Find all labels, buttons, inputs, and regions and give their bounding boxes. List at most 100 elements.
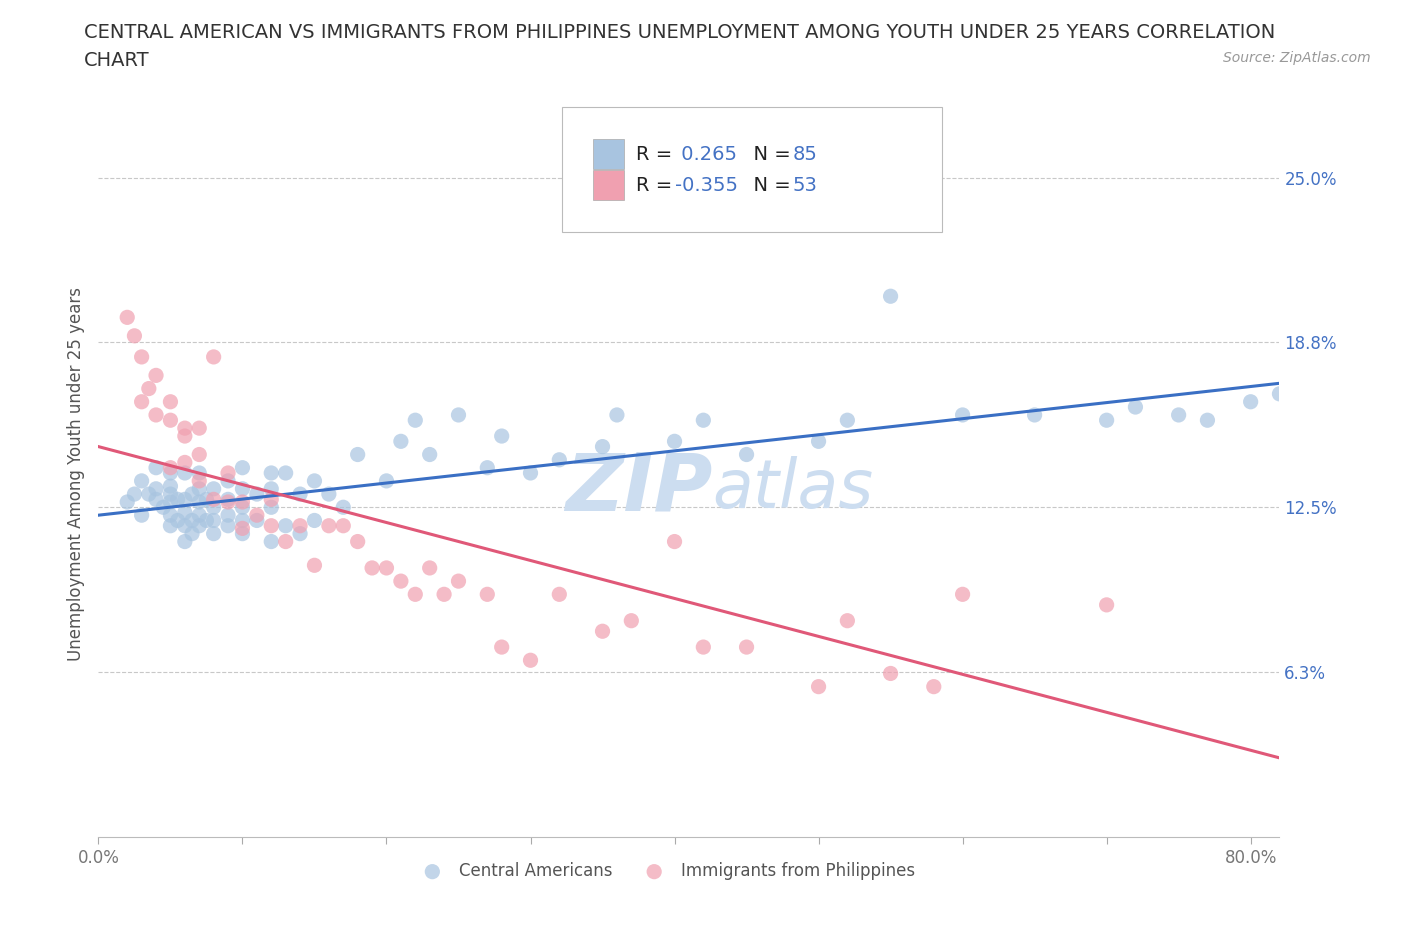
Point <box>131 508 153 523</box>
Point <box>202 350 225 365</box>
Point <box>217 518 239 533</box>
Point <box>548 587 571 602</box>
Point <box>548 452 571 467</box>
Point <box>173 505 195 520</box>
Point <box>879 289 901 304</box>
Point <box>131 473 153 488</box>
Point <box>231 482 253 497</box>
Point <box>419 447 441 462</box>
Point <box>1167 407 1189 422</box>
Point <box>231 499 253 514</box>
Point <box>202 513 225 528</box>
Point <box>1024 407 1046 422</box>
Point <box>260 518 283 533</box>
Text: N =: N = <box>741 176 797 194</box>
Point <box>231 495 253 510</box>
Point <box>361 561 384 576</box>
Text: atlas: atlas <box>713 456 873 522</box>
Point <box>166 492 188 507</box>
Point <box>346 534 368 549</box>
Text: 0.265: 0.265 <box>675 145 737 164</box>
Point <box>202 492 225 507</box>
Point <box>145 407 167 422</box>
Point <box>389 574 412 589</box>
Point <box>304 473 326 488</box>
Text: Source: ZipAtlas.com: Source: ZipAtlas.com <box>1223 51 1371 65</box>
Point <box>138 381 160 396</box>
Point <box>173 429 195 444</box>
Point <box>188 473 211 488</box>
Point <box>447 574 470 589</box>
Point <box>188 495 211 510</box>
Point <box>260 492 283 507</box>
Point <box>246 513 269 528</box>
Point <box>181 513 204 528</box>
Point <box>166 513 188 528</box>
Point <box>124 328 146 343</box>
Point <box>231 513 253 528</box>
Point <box>318 518 340 533</box>
Point <box>231 526 253 541</box>
Point <box>692 640 714 655</box>
Point <box>217 473 239 488</box>
Point <box>173 466 195 481</box>
Point <box>145 368 167 383</box>
Point <box>620 613 643 628</box>
Point <box>389 434 412 449</box>
Point <box>173 518 195 533</box>
Point <box>837 413 859 428</box>
Point <box>159 508 181 523</box>
Point <box>922 679 945 694</box>
Text: R =: R = <box>636 176 678 194</box>
Point <box>592 624 614 639</box>
Text: ZIP: ZIP <box>565 450 713 528</box>
Point <box>173 492 195 507</box>
Point <box>304 513 326 528</box>
Point <box>1095 597 1118 612</box>
Point <box>375 473 398 488</box>
Point <box>131 350 153 365</box>
Point <box>664 434 686 449</box>
Point <box>159 486 181 501</box>
Point <box>202 482 225 497</box>
Point <box>195 513 218 528</box>
Point <box>217 508 239 523</box>
Point <box>592 439 614 454</box>
Point <box>419 561 441 576</box>
Point <box>735 640 758 655</box>
Point <box>318 486 340 501</box>
Point <box>217 492 239 507</box>
Point <box>1095 413 1118 428</box>
Point <box>332 518 354 533</box>
Point <box>202 526 225 541</box>
Point <box>188 420 211 435</box>
Point <box>152 499 174 514</box>
Point <box>260 534 283 549</box>
Point <box>181 526 204 541</box>
Text: -0.355: -0.355 <box>675 176 738 194</box>
Point <box>159 518 181 533</box>
Point <box>404 413 426 428</box>
Point <box>195 492 218 507</box>
Text: CHART: CHART <box>84 51 150 70</box>
Point <box>346 447 368 462</box>
Point <box>188 508 211 523</box>
Text: N =: N = <box>741 145 797 164</box>
Point <box>807 679 830 694</box>
Point <box>231 460 253 475</box>
Point <box>274 518 297 533</box>
Point <box>260 499 283 514</box>
Point <box>1125 400 1147 415</box>
Point <box>837 613 859 628</box>
Point <box>274 534 297 549</box>
Point <box>188 482 211 497</box>
Point <box>477 460 499 475</box>
Point <box>519 653 541 668</box>
Point <box>491 640 513 655</box>
Point <box>159 460 181 475</box>
Point <box>115 310 138 325</box>
Point <box>188 466 211 481</box>
Text: 85: 85 <box>793 145 818 164</box>
Point <box>735 447 758 462</box>
Point <box>1268 386 1291 401</box>
